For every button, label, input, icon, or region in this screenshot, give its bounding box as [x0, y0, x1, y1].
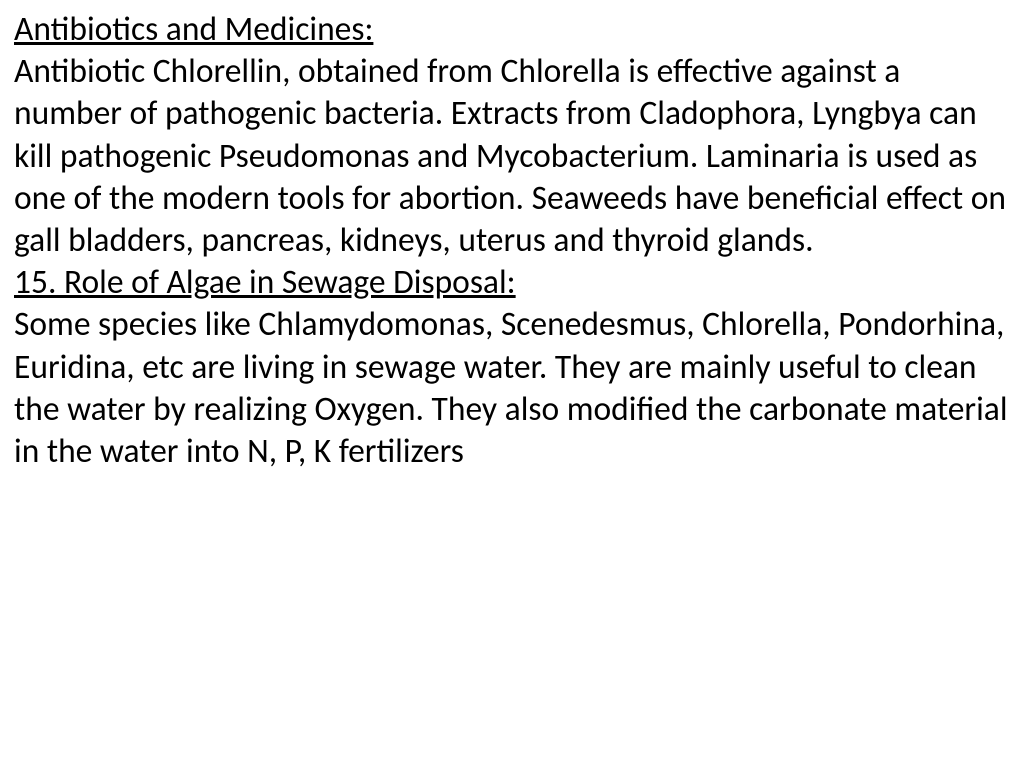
section-heading-sewage: 15. Role of Algae in Sewage Disposal: [14, 261, 516, 302]
document-body: Antibiotics and Medicines: Antibiotic Ch… [14, 8, 1010, 472]
section-body-sewage: Some species like Chlamydomonas, Scenede… [14, 303, 1008, 471]
section-heading-antibiotics: Antibiotics and Medicines: [14, 8, 373, 49]
section-body-antibiotics: Antibiotic Chlorellin, obtained from Chl… [14, 50, 1006, 260]
